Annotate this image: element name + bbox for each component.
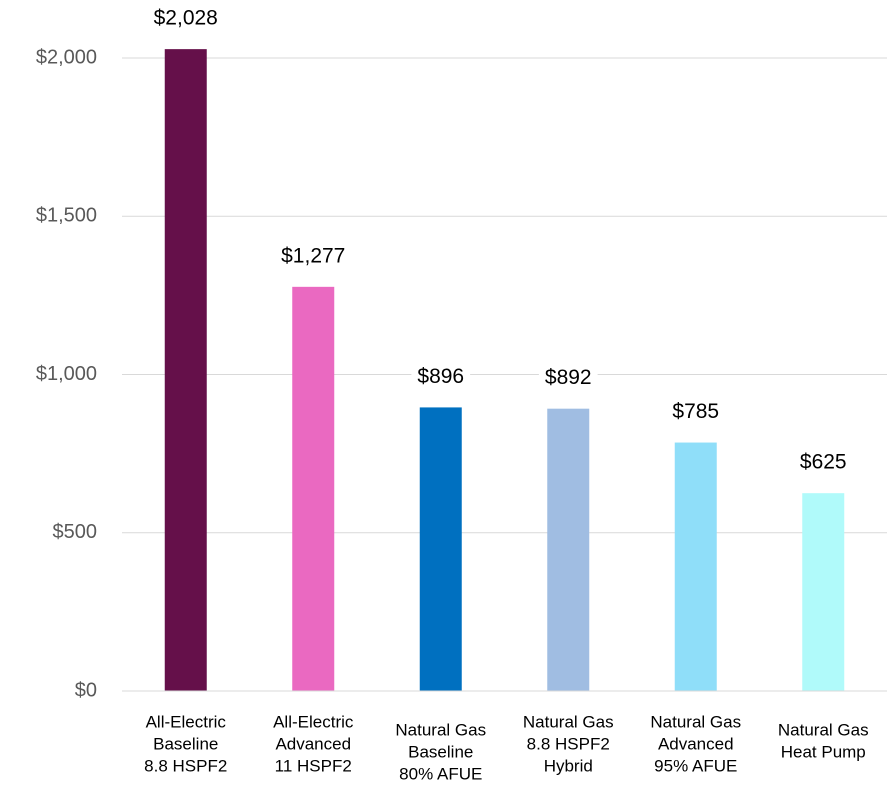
value-label: $2,028 (154, 7, 218, 30)
bar (547, 408, 590, 691)
x-tick-label: Advanced (658, 734, 734, 753)
x-tick-label: Heat Pump (781, 742, 866, 761)
x-tick-label: Natural Gas (395, 720, 486, 739)
x-tick-label: Baseline (153, 734, 218, 753)
label-background (793, 450, 853, 474)
y-tick-label: $0 (75, 679, 97, 701)
bar (674, 442, 717, 691)
value-label: $1,277 (281, 244, 345, 267)
x-tick-label: All-Electric (146, 712, 227, 731)
x-tick-label: 80% AFUE (399, 764, 482, 783)
x-tick-label: 11 HSPF2 (275, 756, 352, 775)
x-tick-label: 95% AFUE (654, 756, 737, 775)
value-label: $892 (545, 366, 592, 389)
x-tick-label: All-Electric (273, 712, 354, 731)
value-label: $785 (672, 400, 719, 423)
bar (802, 493, 845, 691)
y-tick-label: $1,000 (36, 363, 97, 385)
label-background (275, 244, 352, 268)
label-background (666, 400, 726, 424)
label-background (411, 364, 471, 388)
value-label: $896 (417, 365, 464, 388)
bar (419, 407, 462, 691)
x-tick-label: Natural Gas (778, 720, 869, 739)
x-tick-label: Natural Gas (650, 712, 741, 731)
label-background (538, 366, 598, 390)
x-tick-label: Advanced (275, 734, 351, 753)
bar (164, 49, 207, 691)
x-tick-label: 8.8 HSPF2 (527, 734, 610, 753)
x-tick-label: Baseline (408, 742, 473, 761)
value-label: $625 (800, 451, 847, 474)
x-tick-label: 8.8 HSPF2 (144, 756, 227, 775)
label-background (147, 6, 224, 30)
x-tick-label: Natural Gas (523, 712, 614, 731)
x-tick-label: Hybrid (544, 756, 593, 775)
y-tick-label: $2,000 (36, 46, 97, 68)
bar (292, 286, 335, 691)
y-tick-label: $1,500 (36, 205, 97, 227)
y-tick-label: $500 (53, 521, 98, 543)
